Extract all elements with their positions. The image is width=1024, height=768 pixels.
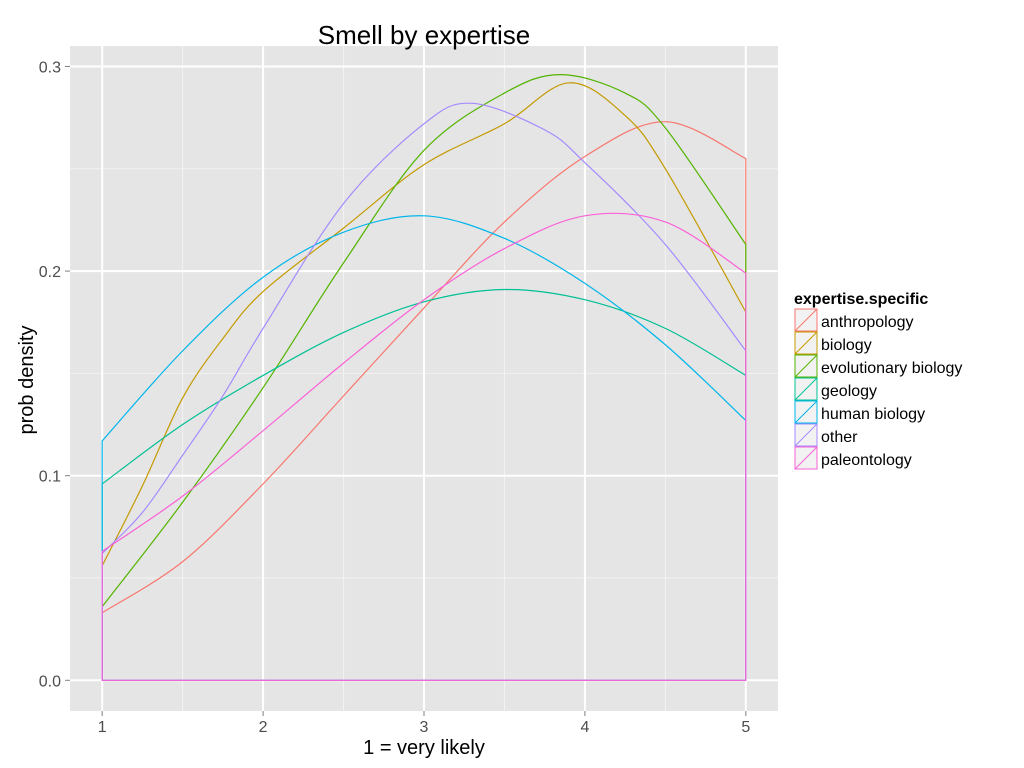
legend-key-line [795, 401, 817, 423]
y-tick-label: 0.0 [39, 673, 61, 690]
x-tick-label: 2 [259, 719, 268, 736]
density-curve-other [101, 102, 747, 681]
x-axis-title: 1 = very likely [363, 737, 485, 759]
y-tick-label: 0.2 [39, 264, 61, 281]
density-curve-human-biology [101, 215, 747, 681]
legend-item: other [794, 423, 858, 447]
legend-item: biology [794, 331, 872, 355]
legend: expertise.specific anthropology biology ev… [794, 291, 962, 470]
legend-item: anthropology [794, 308, 914, 332]
legend-label: human biology [821, 406, 925, 423]
legend-item: evolutionary biology [794, 354, 962, 378]
legend-label: other [821, 429, 858, 446]
legend-title: expertise.specific [794, 291, 928, 308]
x-tick-label: 5 [741, 719, 750, 736]
density-curve-evolutionary-biology [101, 74, 747, 681]
density-curve-geology [101, 288, 747, 681]
density-curve-anthropology [101, 121, 747, 681]
legend-key-line [795, 355, 817, 377]
x-axis-ticks: 1 2 3 4 5 [98, 711, 750, 736]
x-tick-label: 3 [420, 719, 429, 736]
y-axis-title: prob density [16, 326, 38, 435]
chart-title: Smell by expertise [318, 20, 530, 50]
legend-key-line [795, 447, 817, 469]
legend-key-line [795, 424, 817, 446]
legend-label: anthropology [821, 314, 914, 331]
legend-item: paleontology [794, 446, 912, 470]
legend-key-line [795, 378, 817, 400]
legend-label: geology [821, 383, 877, 400]
density-curve-paleontology [101, 212, 747, 681]
y-tick-label: 0.1 [39, 469, 61, 486]
y-axis-ticks: 0.0 0.1 0.2 0.3 [39, 59, 70, 690]
major-gridlines [70, 46, 778, 711]
legend-key-line [795, 309, 817, 331]
series-layer [101, 74, 747, 681]
x-tick-label: 1 [98, 719, 107, 736]
legend-label: evolutionary biology [821, 360, 962, 377]
x-tick-label: 4 [580, 719, 589, 736]
legend-label: paleontology [821, 452, 912, 469]
legend-label: biology [821, 337, 872, 354]
y-tick-label: 0.3 [39, 59, 61, 76]
legend-key-line [795, 332, 817, 354]
legend-items: anthropology biology evolutionary biology g… [794, 308, 962, 470]
legend-item: human biology [794, 400, 925, 424]
legend-item: geology [794, 377, 877, 401]
